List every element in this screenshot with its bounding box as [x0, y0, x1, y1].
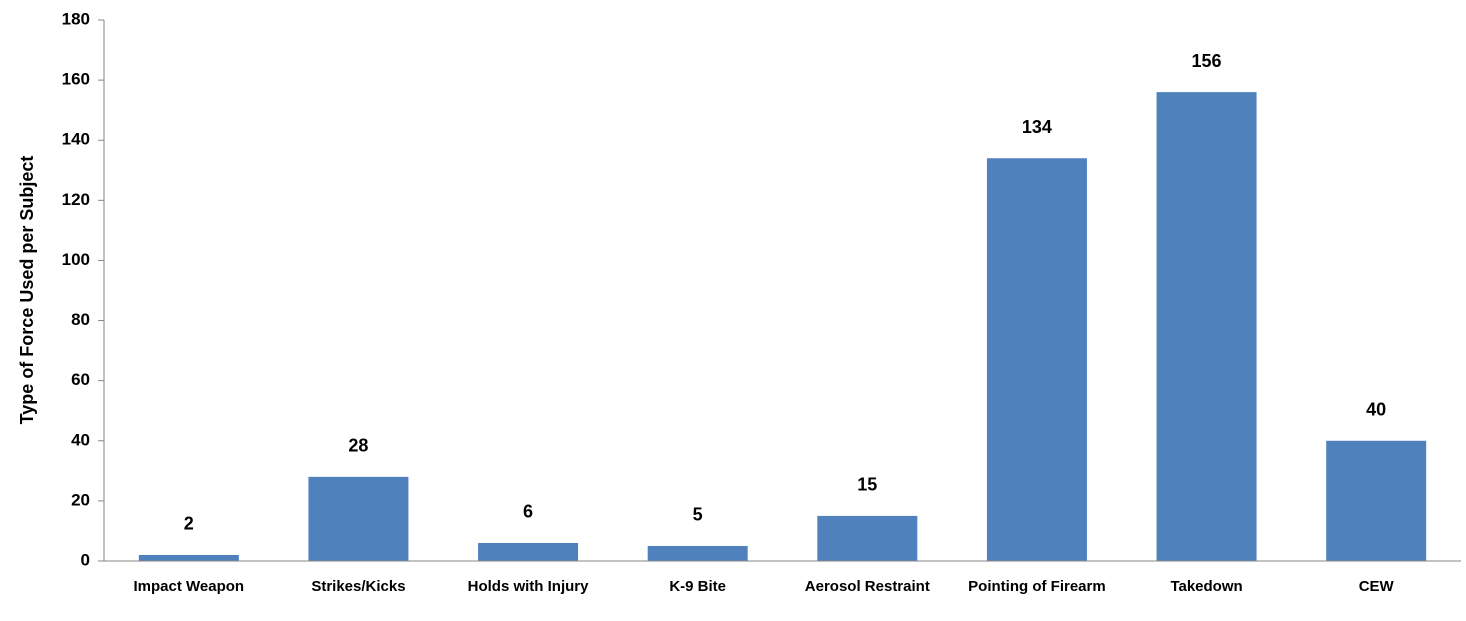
- y-tick-label: 80: [71, 310, 90, 329]
- y-tick-label: 140: [62, 130, 90, 149]
- x-tick-label: Strikes/Kicks: [311, 578, 406, 595]
- data-label: 2: [184, 514, 194, 534]
- y-tick-label: 60: [71, 370, 90, 389]
- data-label: 156: [1192, 51, 1222, 71]
- bar: [986, 158, 1087, 561]
- x-tick-label: Takedown: [1170, 578, 1243, 595]
- x-tick-label: Aerosol Restraint: [804, 578, 930, 595]
- bar: [138, 554, 239, 561]
- x-tick-label: Holds with Injury: [467, 578, 589, 595]
- bar: [1326, 440, 1427, 561]
- bar: [478, 542, 579, 561]
- y-tick-label: 160: [62, 70, 90, 89]
- bar: [308, 476, 409, 561]
- bar: [817, 515, 918, 561]
- y-axis-label: Type of Force Used per Subject: [17, 156, 37, 425]
- data-label: 15: [857, 475, 877, 495]
- y-tick-label: 180: [62, 9, 90, 28]
- x-tick-label: Impact Weapon: [133, 578, 245, 595]
- y-tick-label: 0: [81, 550, 90, 569]
- data-label: 134: [1022, 117, 1052, 137]
- data-label: 40: [1366, 400, 1386, 420]
- x-tick-label: Pointing of Firearm: [968, 578, 1106, 595]
- x-tick-label: K-9 Bite: [669, 578, 727, 595]
- bar: [647, 545, 748, 561]
- x-tick-label: CEW: [1358, 578, 1394, 595]
- bar: [1156, 92, 1257, 561]
- data-label: 5: [693, 505, 703, 525]
- y-tick-label: 40: [71, 430, 90, 449]
- y-tick-label: 100: [62, 250, 90, 269]
- y-tick-label: 20: [71, 490, 90, 509]
- data-label: 28: [348, 436, 368, 456]
- y-tick-label: 120: [62, 190, 90, 209]
- data-label: 6: [523, 502, 533, 522]
